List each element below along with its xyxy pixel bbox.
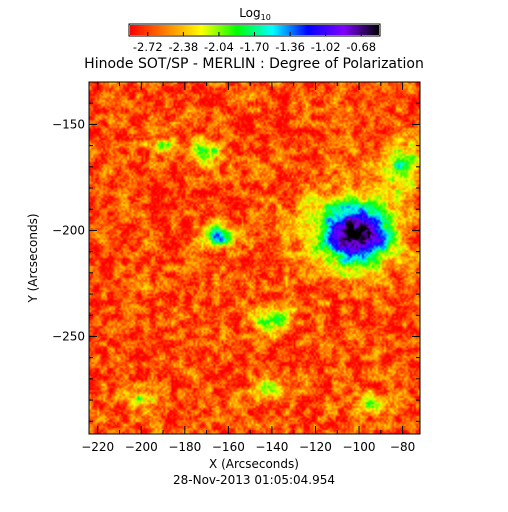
y-axis: −250 −200 −150 [52, 102, 420, 422]
colorbar-tick-label: -0.68 [346, 40, 376, 54]
x-axis-label: X (Arcseconds) [209, 457, 299, 471]
x-tick-label: −120 [299, 440, 332, 454]
y-tick-label: −200 [52, 223, 85, 237]
colorbar-tick-label: -2.72 [133, 40, 163, 54]
colorbar-tick-label: -1.36 [275, 40, 305, 54]
chart-title: Hinode SOT/SP - MERLIN : Degree of Polar… [84, 56, 424, 72]
colorbar-tick-label: -1.70 [240, 40, 270, 54]
colorbar-label-base: Log [239, 6, 260, 20]
colorbar-tick-label: -1.02 [311, 40, 341, 54]
plot-frame [88, 81, 421, 435]
colorbar-ticks: -2.72 -2.38 -2.04 -1.70 -1.36 -1.02 -0.68 [133, 32, 376, 54]
x-tick-label: −100 [343, 440, 376, 454]
colorbar-label-sub: 10 [261, 13, 271, 22]
y-tick-label: −150 [52, 117, 85, 131]
timestamp: 28-Nov-2013 01:05:04.954 [173, 473, 335, 487]
colorbar-gradient [130, 25, 379, 35]
colorbar-tick-label: -2.38 [168, 40, 198, 54]
colorbar [130, 25, 379, 35]
heatmap-image [89, 82, 420, 434]
x-tick-label: −200 [125, 440, 158, 454]
x-tick-label: −140 [255, 440, 288, 454]
x-tick-label: −180 [168, 440, 201, 454]
x-tick-label: −220 [81, 440, 114, 454]
x-axis: −220 −200 −180 −160 −140 −120 −100 −80 [81, 82, 415, 454]
x-tick-label: −80 [390, 440, 415, 454]
colorbar-label: Log10 [239, 6, 271, 22]
y-axis-label: Y (Arcseconds) [26, 213, 40, 303]
y-tick-label: −250 [52, 329, 85, 343]
colorbar-tick-label: -2.04 [204, 40, 234, 54]
x-tick-label: −160 [212, 440, 245, 454]
